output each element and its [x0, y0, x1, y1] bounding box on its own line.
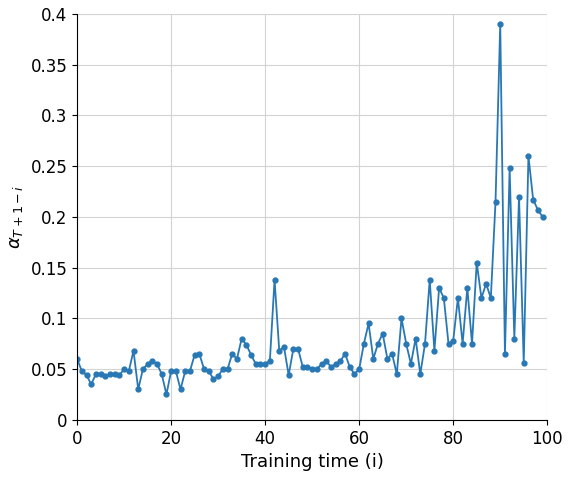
Y-axis label: $\alpha_{T+1-i}$: $\alpha_{T+1-i}$ — [7, 185, 25, 249]
X-axis label: Training time (i): Training time (i) — [241, 453, 384, 471]
